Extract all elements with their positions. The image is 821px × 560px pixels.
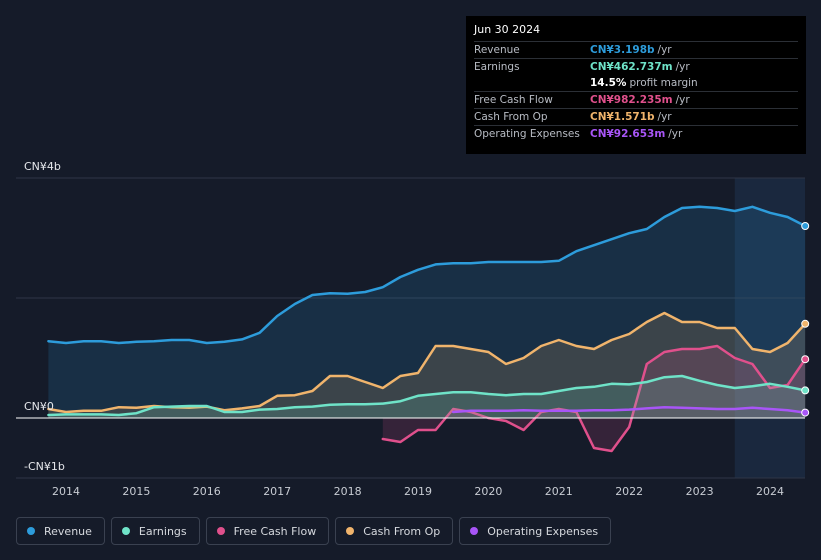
tooltip-row-revenue: Revenue CN¥3.198b /yr <box>474 41 798 58</box>
x-tick-label: 2023 <box>686 485 714 498</box>
series-end-markers <box>801 222 810 417</box>
tooltip-row-operating-expenses: Operating Expenses CN¥92.653m /yr <box>474 125 798 142</box>
tooltip-row-free-cash-flow: Free Cash Flow CN¥982.235m /yr <box>474 91 798 108</box>
x-tick-label: 2019 <box>404 485 432 498</box>
legend-item-revenue[interactable]: Revenue <box>16 517 105 545</box>
free-cash-flow-area <box>382 346 806 451</box>
tooltip-label: Revenue <box>474 44 520 56</box>
free-cash-flow-line <box>381 344 807 453</box>
legend-label: Free Cash Flow <box>233 524 317 538</box>
tooltip-label: Earnings <box>474 61 520 73</box>
cash-from-op-end-marker <box>801 319 810 328</box>
y-tick-label-zero: CN¥0 <box>24 400 54 413</box>
tooltip-unit: /yr <box>675 94 690 106</box>
tooltip-date: Jun 30 2024 <box>474 23 541 36</box>
legend-dot-icon <box>27 527 35 535</box>
revenue-line <box>47 205 807 345</box>
legend-label: Operating Expenses <box>487 524 599 538</box>
tooltip-row-earnings: Earnings CN¥462.737m /yr <box>474 58 798 75</box>
free-cash-flow-end-marker <box>801 355 810 364</box>
tooltip-label: Free Cash Flow <box>474 94 553 106</box>
x-tick-label: 2024 <box>756 485 784 498</box>
tooltip-value: CN¥3.198b <box>590 44 655 56</box>
operating-expenses-end-marker <box>801 408 810 417</box>
revenue-area <box>48 206 806 418</box>
legend-dot-icon <box>470 527 479 535</box>
legend-item-operating-expenses[interactable]: Operating Expenses <box>459 517 612 545</box>
legend-item-earnings[interactable]: Earnings <box>110 517 200 545</box>
earnings-end-marker <box>801 386 810 395</box>
x-tick-label: 2014 <box>52 485 80 498</box>
legend-label: Revenue <box>44 524 92 538</box>
revenue-end-marker <box>801 222 810 230</box>
x-tick-label: 2022 <box>615 485 643 498</box>
tooltip-unit: /yr <box>657 44 672 56</box>
x-axis: 2014 2015 2016 2017 2018 2019 2020 2021 2022 2023… <box>52 485 784 498</box>
tooltip-value: CN¥462.737m <box>590 61 673 73</box>
forecast-shade <box>734 178 805 478</box>
tooltip-unit: /yr <box>675 61 690 73</box>
x-tick-label: 2018 <box>334 485 362 498</box>
legend-dot-icon <box>216 527 225 535</box>
x-tick-label: 2020 <box>474 485 502 498</box>
y-tick-label-top: CN¥4b <box>24 160 61 173</box>
legend: Revenue Earnings Free Cash Flow Cash Fro… <box>16 517 617 545</box>
tooltip-label: Operating Expenses <box>474 128 580 140</box>
legend-item-free-cash-flow[interactable]: Free Cash Flow <box>205 517 330 545</box>
earnings-line <box>47 374 807 417</box>
y-tick-label-bottom: -CN¥1b <box>24 460 65 473</box>
tooltip-unit: /yr <box>668 128 683 140</box>
legend-dot-icon <box>346 527 355 535</box>
legend-label: Cash From Op <box>363 524 441 538</box>
tooltip-value: 14.5% <box>590 77 627 89</box>
series-layer <box>47 205 807 453</box>
tooltip-label: Cash From Op <box>474 111 548 123</box>
tooltip-label <box>474 75 590 91</box>
tooltip: Jun 30 2024 Revenue CN¥3.198b /yr Earnin… <box>466 16 806 154</box>
tooltip-value: CN¥982.235m <box>590 94 673 106</box>
tooltip-unit: profit margin <box>629 77 698 89</box>
x-tick-label: 2016 <box>193 485 221 498</box>
x-tick-label: 2015 <box>122 485 150 498</box>
x-tick-label: 2021 <box>545 485 573 498</box>
legend-item-cash-from-op[interactable]: Cash From Op <box>335 517 454 545</box>
legend-label: Earnings <box>138 524 187 538</box>
tooltip-unit: /yr <box>657 111 672 123</box>
x-tick-label: 2017 <box>263 485 291 498</box>
legend-dot-icon <box>121 527 130 535</box>
tooltip-row-profit-margin: 14.5% profit margin <box>474 75 798 91</box>
tooltip-row-cash-from-op: Cash From Op CN¥1.571b /yr <box>474 108 798 125</box>
earnings-area <box>48 376 806 418</box>
operating-expenses-line <box>451 405 807 414</box>
tooltip-value: CN¥1.571b <box>590 111 655 123</box>
tooltip-value: CN¥92.653m <box>590 128 666 140</box>
